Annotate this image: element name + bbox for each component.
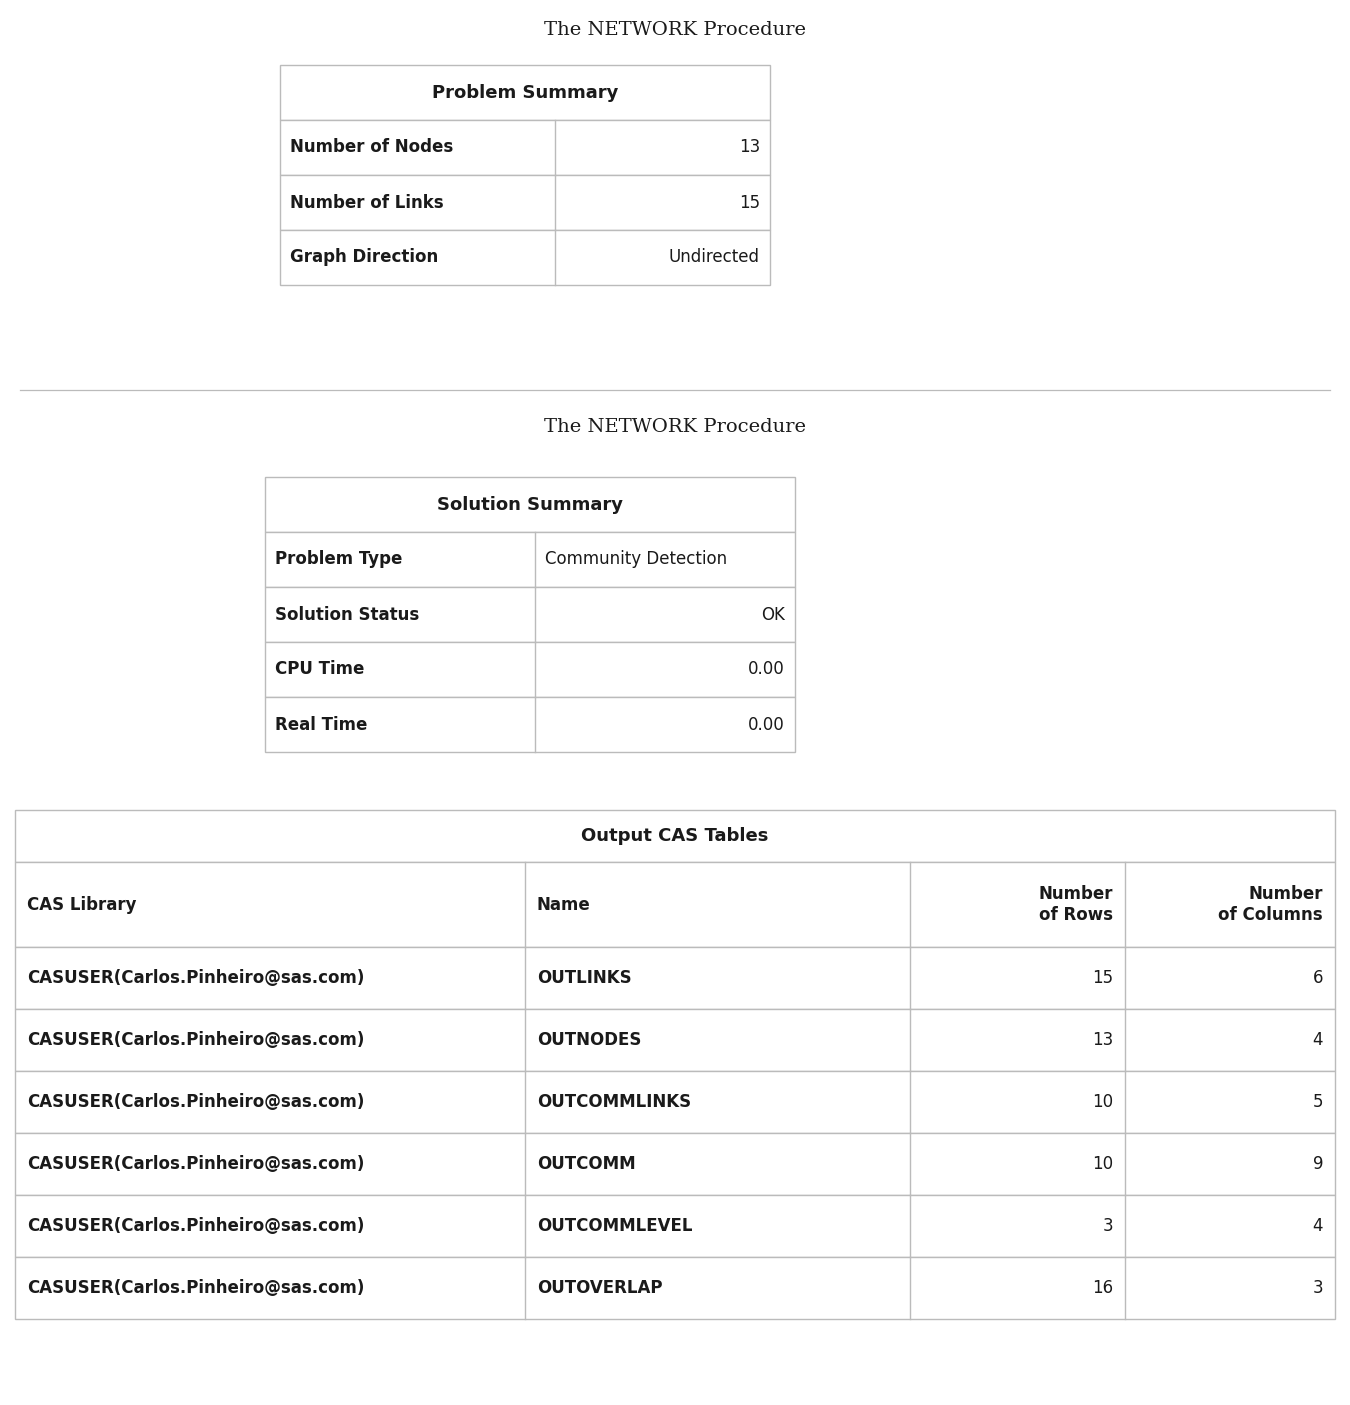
Text: Number
of Columns: Number of Columns [1218, 885, 1323, 924]
Text: 15: 15 [738, 194, 760, 212]
Text: Problem Summary: Problem Summary [432, 83, 618, 101]
Text: 15: 15 [1092, 969, 1112, 986]
Text: Community Detection: Community Detection [545, 551, 728, 569]
Text: Solution Summary: Solution Summary [437, 496, 622, 513]
Bar [15, 947, 1335, 1009]
Text: OUTOVERLAP: OUTOVERLAP [537, 1279, 663, 1297]
Text: Graph Direction: Graph Direction [290, 249, 439, 267]
Text: OUTCOMMLINKS: OUTCOMMLINKS [537, 1093, 691, 1111]
Text: OUTCOMMLEVEL: OUTCOMMLEVEL [537, 1217, 693, 1235]
Bar [279, 65, 770, 119]
Bar [15, 1009, 1335, 1071]
Text: CPU Time: CPU Time [275, 660, 364, 679]
Bar [15, 1257, 1335, 1319]
Bar [265, 642, 795, 697]
Text: 0.00: 0.00 [748, 715, 784, 733]
Text: Number of Nodes: Number of Nodes [290, 139, 454, 156]
Text: CASUSER(Carlos.Pinheiro@sas.com): CASUSER(Carlos.Pinheiro@sas.com) [27, 969, 364, 986]
Bar [15, 1196, 1335, 1257]
Text: Undirected: Undirected [670, 249, 760, 267]
Text: CAS Library: CAS Library [27, 895, 136, 913]
Text: CASUSER(Carlos.Pinheiro@sas.com): CASUSER(Carlos.Pinheiro@sas.com) [27, 1093, 364, 1111]
Text: Output CAS Tables: Output CAS Tables [582, 828, 768, 844]
Bar [15, 863, 1335, 947]
Text: CASUSER(Carlos.Pinheiro@sas.com): CASUSER(Carlos.Pinheiro@sas.com) [27, 1279, 364, 1297]
Bar [265, 478, 795, 532]
Text: Number of Links: Number of Links [290, 194, 444, 212]
Text: CASUSER(Carlos.Pinheiro@sas.com): CASUSER(Carlos.Pinheiro@sas.com) [27, 1217, 364, 1235]
Text: 10: 10 [1092, 1093, 1112, 1111]
Text: 13: 13 [1092, 1031, 1112, 1050]
Bar [279, 230, 770, 285]
Bar [15, 1132, 1335, 1196]
Text: Name: Name [537, 895, 591, 913]
Text: OUTNODES: OUTNODES [537, 1031, 641, 1050]
Bar [15, 1071, 1335, 1132]
Text: CASUSER(Carlos.Pinheiro@sas.com): CASUSER(Carlos.Pinheiro@sas.com) [27, 1031, 364, 1050]
Text: OK: OK [761, 606, 784, 624]
Text: Problem Type: Problem Type [275, 551, 402, 569]
Text: The NETWORK Procedure: The NETWORK Procedure [544, 21, 806, 39]
Text: The NETWORK Procedure: The NETWORK Procedure [544, 419, 806, 436]
Text: 0.00: 0.00 [748, 660, 784, 679]
Text: OUTCOMM: OUTCOMM [537, 1155, 636, 1173]
Bar [265, 697, 795, 752]
Bar [265, 587, 795, 642]
Text: 10: 10 [1092, 1155, 1112, 1173]
Text: 16: 16 [1092, 1279, 1112, 1297]
Text: Solution Status: Solution Status [275, 606, 420, 624]
Text: 6: 6 [1312, 969, 1323, 986]
Text: Real Time: Real Time [275, 715, 367, 733]
Text: Number
of Rows: Number of Rows [1038, 885, 1112, 924]
Bar [279, 176, 770, 230]
Text: 4: 4 [1312, 1031, 1323, 1050]
Bar [279, 119, 770, 176]
Text: 5: 5 [1312, 1093, 1323, 1111]
Bar [265, 532, 795, 587]
Bar [15, 811, 1335, 863]
Text: 13: 13 [738, 139, 760, 156]
Text: CASUSER(Carlos.Pinheiro@sas.com): CASUSER(Carlos.Pinheiro@sas.com) [27, 1155, 364, 1173]
Text: 9: 9 [1312, 1155, 1323, 1173]
Text: 3: 3 [1312, 1279, 1323, 1297]
Text: 3: 3 [1103, 1217, 1112, 1235]
Text: 4: 4 [1312, 1217, 1323, 1235]
Text: OUTLINKS: OUTLINKS [537, 969, 632, 986]
